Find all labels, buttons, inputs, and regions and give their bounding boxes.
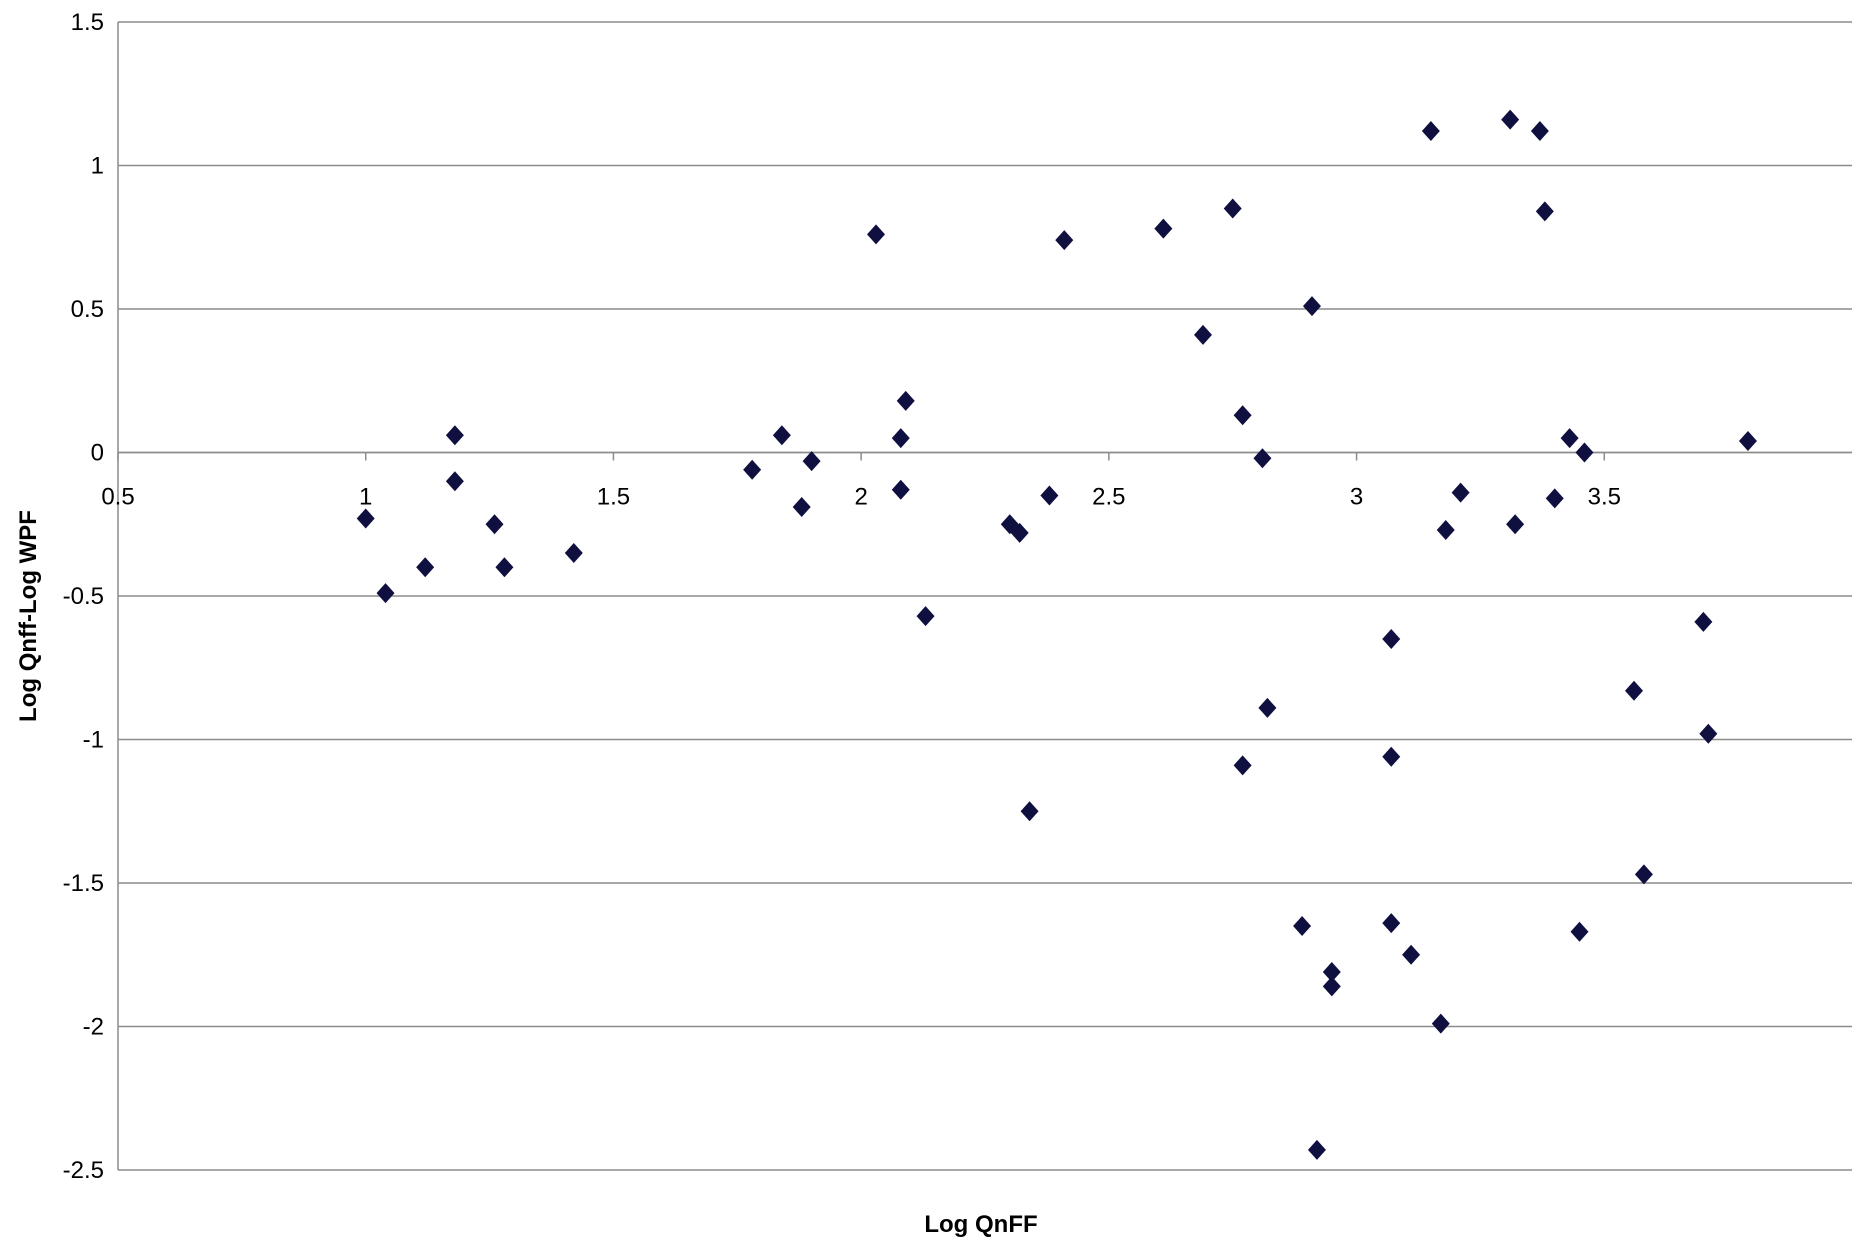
data-point <box>1738 431 1757 452</box>
y-tick-labels: 1.5 1 0.5 0 -0.5 -1 -1.5 -2 -2.5 <box>63 9 104 1184</box>
data-point <box>1253 448 1272 469</box>
data-point <box>1382 629 1401 650</box>
y-tick-label: -2 <box>83 1014 104 1041</box>
data-point <box>1055 230 1074 251</box>
data-point <box>1382 746 1401 767</box>
data-point <box>743 459 762 480</box>
data-point <box>1154 218 1173 239</box>
y-tick-label: 0.5 <box>71 296 104 323</box>
y-tick-label: 0 <box>91 440 104 467</box>
data-point <box>495 557 514 578</box>
data-points <box>356 109 1757 1160</box>
data-point <box>1506 514 1525 535</box>
y-tick-label: -2.5 <box>63 1157 104 1184</box>
y-tick-label: 1 <box>91 153 104 180</box>
data-point <box>1451 482 1470 503</box>
x-tick-label: 2 <box>854 484 867 511</box>
x-tick-label: 1.5 <box>597 484 630 511</box>
x-tick-label: 2.5 <box>1092 484 1125 511</box>
data-point <box>356 508 375 529</box>
data-point <box>1535 201 1554 222</box>
data-point <box>802 451 821 472</box>
data-point <box>1402 944 1421 965</box>
x-tick-label: 3 <box>1350 484 1363 511</box>
x-tick-label: 0.5 <box>101 484 134 511</box>
data-point <box>1233 405 1252 426</box>
data-point <box>1322 976 1341 997</box>
y-tick-label: -0.5 <box>63 583 104 610</box>
data-point <box>1625 680 1644 701</box>
x-axis-title: Log QnFF <box>924 1211 1037 1238</box>
x-tick-labels: 0.5 1 1.5 2 2.5 3 3.5 <box>101 452 1621 511</box>
data-point <box>1570 921 1589 942</box>
data-point <box>1020 801 1039 822</box>
data-point <box>416 557 435 578</box>
data-point <box>1040 485 1059 506</box>
data-point <box>1233 755 1252 776</box>
data-point <box>891 428 910 449</box>
y-tick-label: 1.5 <box>71 9 104 36</box>
data-point <box>867 224 886 245</box>
data-point <box>376 583 395 604</box>
gridlines <box>118 21 1852 1171</box>
data-point <box>792 497 811 518</box>
data-point <box>1431 1013 1450 1034</box>
data-point <box>564 542 583 563</box>
x-tick-label: 1 <box>359 484 372 511</box>
data-point <box>1421 121 1440 142</box>
y-tick-label: -1 <box>83 727 104 754</box>
x-tick-label: 3.5 <box>1588 484 1621 511</box>
data-point <box>445 471 464 492</box>
data-point <box>1436 519 1455 540</box>
data-point <box>1634 864 1653 885</box>
data-point <box>445 425 464 446</box>
data-point <box>1560 428 1579 449</box>
data-point <box>1307 1139 1326 1160</box>
data-point <box>1699 723 1718 744</box>
data-point <box>1302 296 1321 317</box>
data-point <box>891 479 910 500</box>
data-point <box>916 606 935 627</box>
data-point <box>1501 109 1520 130</box>
data-point <box>485 514 504 535</box>
data-point <box>1382 913 1401 934</box>
data-point <box>1258 697 1277 718</box>
data-point <box>772 425 791 446</box>
data-point <box>1530 121 1549 142</box>
data-point <box>1575 442 1594 463</box>
data-point <box>1322 961 1341 982</box>
data-point <box>1293 916 1312 937</box>
y-axis-title: Log Qnff-Log WPF <box>15 510 42 722</box>
y-tick-label: -1.5 <box>63 870 104 897</box>
data-point <box>1223 198 1242 219</box>
data-point <box>1193 324 1212 345</box>
data-point <box>1694 611 1713 632</box>
data-point <box>1545 488 1564 509</box>
data-point <box>1010 522 1029 543</box>
data-point <box>896 390 915 411</box>
